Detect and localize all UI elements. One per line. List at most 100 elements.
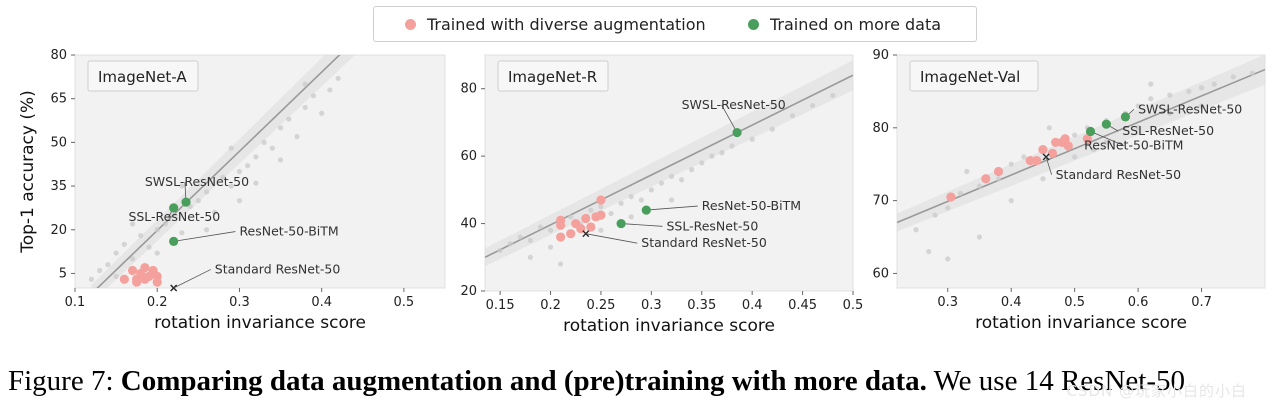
background-point: [236, 198, 243, 204]
panel-title: ImageNet-A: [98, 68, 187, 86]
x-tick-label: 0.2: [540, 298, 561, 313]
background-point: [179, 183, 185, 189]
panel-2: SWSL-ResNet-50 ResNet-50-BiTM SSL-ResNet-5…: [460, 54, 864, 336]
background-point: [88, 276, 95, 282]
background-point: [517, 234, 523, 240]
x-tick-label: 0.3: [937, 295, 958, 310]
background-point: [1072, 132, 1078, 138]
plot-content: [485, 60, 853, 267]
x-tick-label: 0.3: [229, 295, 250, 310]
background-point: [964, 168, 970, 175]
background-point: [253, 154, 259, 160]
augment-point: [1082, 134, 1092, 144]
x-axis-label: rotation invariance score: [154, 313, 366, 333]
background-point: [261, 139, 267, 145]
fit-line: [96, 55, 341, 288]
legend: Trained with diverse augmentation Traine…: [373, 6, 977, 42]
annotation-leader: [1090, 131, 1125, 147]
annotation-label: Standard ResNet-50: [215, 261, 341, 276]
y-tick-label: 60: [872, 266, 889, 281]
background-point: [310, 93, 317, 99]
background-point: [1040, 176, 1046, 182]
moredata-point: [616, 218, 626, 229]
background-point: [527, 237, 533, 244]
background-point: [1091, 147, 1097, 153]
background-point: [121, 241, 127, 247]
background-point: [1148, 96, 1154, 102]
augment-point: [1051, 137, 1061, 147]
annotation-label: SWSL-ResNet-50: [145, 174, 249, 189]
augment-point: [1038, 145, 1048, 155]
y-tick-label: 80: [460, 82, 477, 97]
augment-point: [596, 210, 606, 220]
augment-point: [132, 274, 142, 284]
background-point: [547, 227, 554, 233]
x-tick-label: 0.6: [1128, 295, 1149, 310]
moredata-point: [1085, 126, 1096, 137]
augment-point: [152, 271, 162, 281]
x-tick-label: 0.5: [843, 298, 864, 313]
annotation-label: SSL-ResNet-50: [128, 209, 220, 224]
background-point: [719, 150, 725, 156]
y-tick-label: 60: [460, 149, 477, 164]
fit-line: [485, 74, 853, 259]
background-point: [113, 273, 119, 279]
background-point: [154, 250, 160, 256]
x-tick-label: 0.35: [687, 298, 716, 313]
background-point: [945, 205, 951, 211]
caption-prefix: Figure 7:: [8, 365, 121, 397]
annotation-label: Standard ResNet-50: [641, 235, 767, 250]
background-point: [1167, 92, 1173, 98]
y-tick-label: 90: [872, 48, 889, 63]
moredata-point: [1120, 112, 1131, 122]
background-point: [203, 189, 210, 195]
background-point: [129, 221, 136, 227]
watermark: CSDN @玩家小白的小白: [1066, 382, 1247, 400]
augment-point: [981, 174, 991, 184]
background-point: [1135, 103, 1141, 109]
background-point: [749, 136, 755, 142]
augment-point: [596, 195, 606, 205]
y-tick-label: 35: [50, 179, 67, 194]
x-axis-label: rotation invariance score: [563, 316, 775, 336]
moredata-point: [641, 205, 651, 215]
background-point: [302, 104, 308, 111]
background-point: [1211, 81, 1217, 87]
background-point: [668, 197, 675, 203]
moredata-point: [169, 236, 179, 246]
background-point: [628, 194, 634, 200]
background-point: [1148, 81, 1154, 87]
augment-point: [556, 232, 566, 242]
augment-point: [1047, 148, 1058, 158]
background-point: [547, 244, 554, 250]
background-point: [105, 262, 111, 268]
background-point: [638, 197, 644, 203]
panel-title-box: [497, 60, 609, 92]
augment-point: [946, 192, 956, 202]
background-point: [598, 227, 604, 233]
augment-point: [586, 222, 596, 232]
background-point: [113, 250, 119, 256]
augment-point: [1060, 134, 1070, 144]
augment-point: [1063, 141, 1073, 151]
background-point: [709, 153, 715, 159]
x-tick-label: 0.4: [311, 295, 332, 310]
x-tick-label: 0.5: [1064, 295, 1085, 310]
y-tick-label: 5: [59, 266, 67, 281]
background-point: [1167, 110, 1173, 116]
annotation-label: Standard ResNet-50: [1056, 167, 1182, 182]
background-point: [976, 234, 983, 240]
background-point: [668, 173, 675, 179]
confidence-band: [897, 55, 1265, 232]
plot-content: [88, 55, 355, 288]
background-point: [129, 256, 136, 262]
augment-point: [556, 215, 566, 225]
background-point: [1072, 154, 1078, 160]
y-tick-label: 80: [50, 48, 67, 63]
x-tick-label: 0.25: [586, 298, 615, 313]
background-point: [507, 241, 513, 247]
x-tick-label: 0.2: [147, 295, 168, 310]
legend-augment-label: Trained with diverse augmentation: [427, 15, 706, 34]
background-point: [658, 180, 665, 186]
background-point: [203, 227, 210, 233]
